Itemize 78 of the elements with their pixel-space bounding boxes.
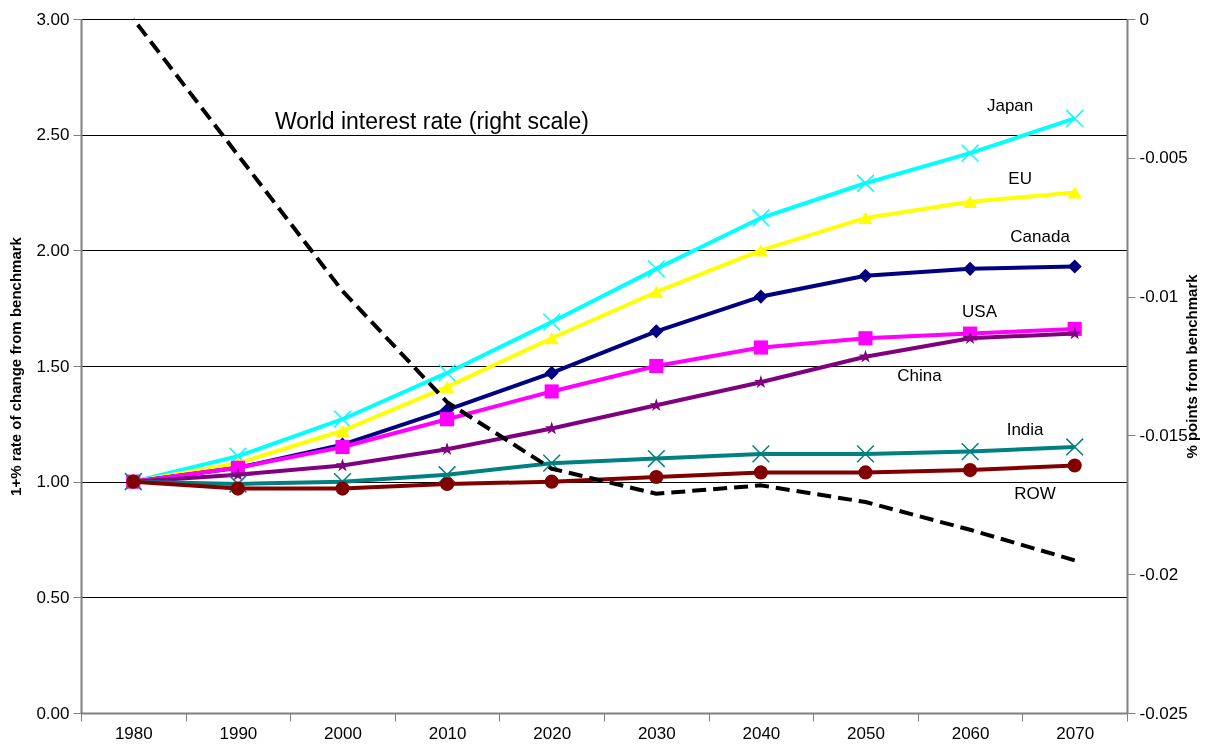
point (1067, 458, 1082, 473)
y-axis-title: 1+% rate of change from benchmark (7, 236, 25, 496)
x-tick-label: 2040 (742, 723, 781, 743)
point (437, 363, 457, 383)
y-tick-label: 0.50 (36, 587, 70, 607)
point (963, 331, 977, 344)
y-tick-label: 3.00 (36, 9, 70, 29)
point (440, 442, 454, 455)
point (647, 259, 666, 278)
series-label: EU (1008, 168, 1032, 188)
point (542, 312, 561, 332)
point (649, 285, 664, 299)
point (649, 358, 664, 374)
point (544, 474, 559, 489)
series-label: India (1006, 419, 1045, 439)
point (963, 463, 978, 478)
series-label: China (897, 365, 943, 385)
point (440, 380, 455, 393)
point (858, 211, 873, 225)
x-tick-label: 2000 (324, 723, 362, 743)
y2-tick-label: 0 (1139, 9, 1149, 29)
y2-tick-label: -0.02 (1139, 564, 1179, 584)
point (335, 424, 350, 437)
y2-tick-label: -0.005 (1139, 148, 1188, 168)
x-tick-label: 1980 (114, 723, 153, 743)
point (333, 410, 352, 429)
series-label: Canada (1010, 226, 1071, 246)
point (649, 324, 664, 339)
y2-tick-label: -0.025 (1139, 703, 1188, 723)
y-tick-label: 0.00 (36, 703, 70, 723)
point (649, 469, 664, 485)
point (856, 174, 875, 193)
point (228, 474, 248, 494)
point (1065, 437, 1084, 457)
point (856, 444, 875, 464)
point (751, 208, 771, 228)
point (1065, 109, 1084, 128)
point (960, 442, 980, 461)
point (230, 481, 245, 496)
series-label: Japan (986, 96, 1034, 116)
y-tick-label: 2.50 (36, 125, 70, 145)
y-tick-label: 1.00 (36, 472, 70, 492)
point (440, 476, 455, 492)
point (1067, 186, 1082, 199)
y-tick-label: 1.50 (36, 356, 70, 376)
point (858, 331, 873, 346)
point (335, 481, 350, 496)
point (960, 144, 980, 163)
point (437, 465, 457, 484)
x-tick-label: 2030 (637, 723, 676, 743)
point (544, 332, 559, 345)
point (963, 195, 978, 208)
point (753, 340, 768, 355)
series-label: ROW (1014, 484, 1056, 504)
point (858, 465, 873, 480)
y2-tick-label: -0.01 (1139, 287, 1179, 307)
point (753, 289, 768, 304)
x-tick-label: 2070 (1056, 723, 1095, 743)
x-tick-label: 2010 (428, 723, 467, 743)
x-tick-label: 2060 (951, 723, 990, 743)
x-tick-label: 2050 (847, 723, 885, 743)
point (1067, 326, 1082, 340)
x-tick-label: 1990 (219, 723, 258, 743)
point (1067, 259, 1082, 274)
point (751, 444, 771, 464)
x-tick-label: 2020 (533, 723, 572, 743)
point (647, 449, 666, 468)
y-tick-label: 2.00 (36, 240, 70, 260)
point (544, 365, 559, 381)
series-label: USA (962, 302, 998, 322)
point (858, 268, 873, 283)
point (753, 465, 768, 480)
series-label: World interest rate (right scale) (274, 108, 589, 135)
point (440, 412, 455, 427)
point (963, 261, 978, 276)
point (544, 384, 559, 399)
y2-tick-label: -0.015 (1139, 425, 1188, 445)
point (753, 244, 768, 257)
